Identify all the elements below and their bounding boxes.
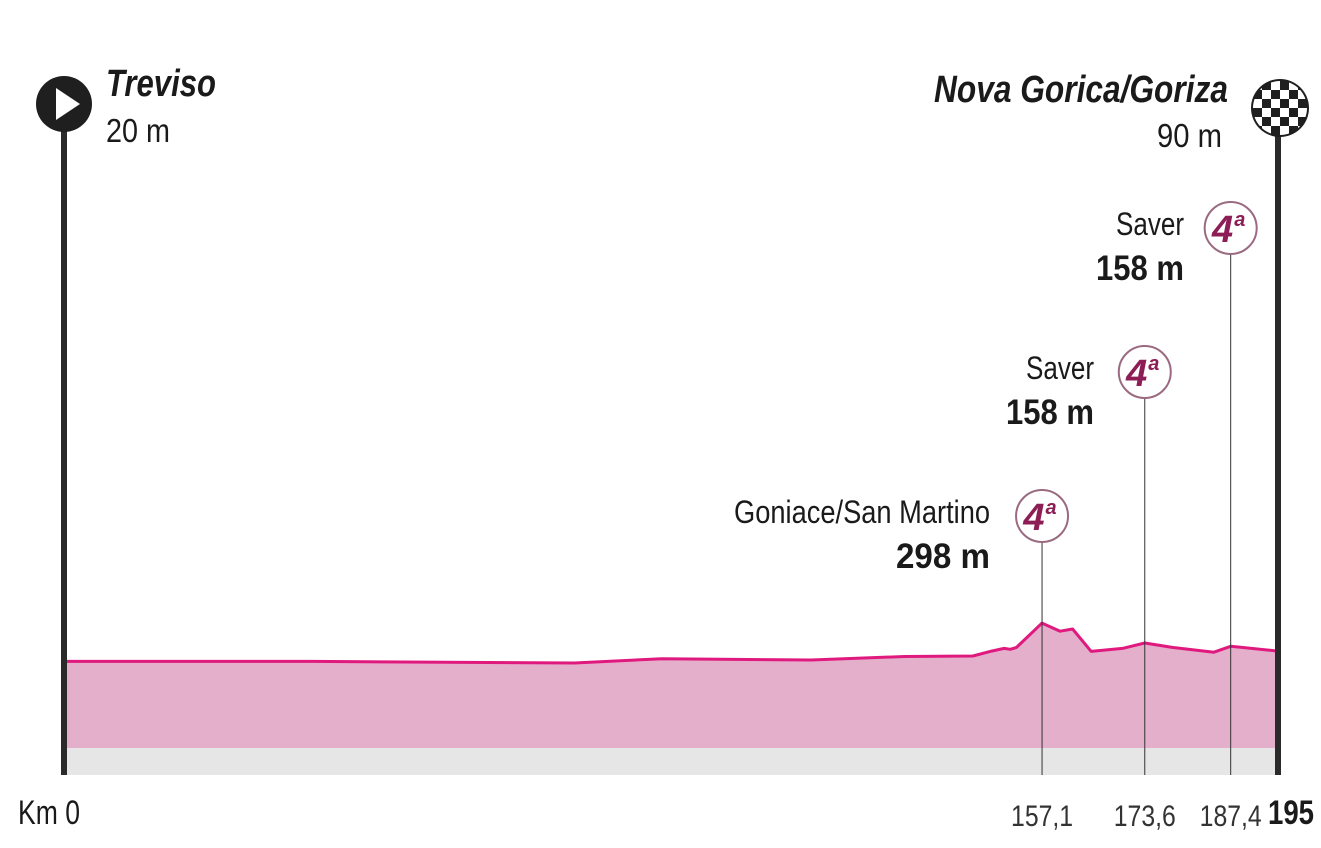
checker-square bbox=[1289, 99, 1298, 108]
climb-label-2: Saver 158 m bbox=[1006, 350, 1094, 432]
checker-square bbox=[1262, 81, 1271, 90]
checker-square bbox=[1280, 99, 1289, 108]
checker-square bbox=[1289, 81, 1298, 90]
km-tick-label: 173,6 bbox=[1114, 800, 1176, 833]
checker-square bbox=[1271, 90, 1280, 99]
climb-label-1: Goniace/San Martino 298 m bbox=[734, 494, 990, 576]
checker-square bbox=[1298, 117, 1307, 126]
checker-square bbox=[1271, 99, 1280, 108]
start-name: Treviso bbox=[106, 63, 216, 105]
finish-altitude: 90 m bbox=[1157, 117, 1222, 154]
checker-square bbox=[1262, 90, 1271, 99]
km-end-label: 195 bbox=[1268, 794, 1314, 832]
km-tick-label: 157,1 bbox=[1011, 800, 1073, 833]
profile-area bbox=[64, 623, 1278, 748]
climb-name: Goniace/San Martino bbox=[734, 494, 990, 530]
climb-altitude: 158 m bbox=[1096, 249, 1184, 288]
climb-name: Saver bbox=[1116, 206, 1184, 242]
checker-square bbox=[1280, 117, 1289, 126]
checker-square bbox=[1262, 108, 1271, 117]
checker-square bbox=[1280, 108, 1289, 117]
checker-square bbox=[1298, 99, 1307, 108]
checker-square bbox=[1280, 126, 1289, 135]
start-icon bbox=[36, 76, 92, 132]
checker-square bbox=[1253, 117, 1262, 126]
finish-name: Nova Gorica/Goriza bbox=[934, 69, 1228, 111]
checker-square bbox=[1298, 108, 1307, 117]
checker-square bbox=[1262, 99, 1271, 108]
profile-base-band bbox=[64, 748, 1278, 775]
km-tick-label: 187,4 bbox=[1200, 800, 1262, 833]
checker-square bbox=[1271, 126, 1280, 135]
finish-flag-icon bbox=[1251, 79, 1309, 137]
checker-square bbox=[1253, 108, 1262, 117]
checker-square bbox=[1271, 117, 1280, 126]
checker-square bbox=[1298, 90, 1307, 99]
checker-square bbox=[1289, 108, 1298, 117]
checker-square bbox=[1280, 90, 1289, 99]
climb-altitude: 158 m bbox=[1006, 393, 1094, 432]
checker-square bbox=[1262, 117, 1271, 126]
km-start-label: Km 0 bbox=[18, 794, 80, 832]
checker-square bbox=[1253, 99, 1262, 108]
category-badge bbox=[1203, 201, 1258, 255]
checker-square bbox=[1289, 126, 1298, 135]
climb-label-3: Saver 158 m bbox=[1096, 206, 1184, 288]
checker-square bbox=[1271, 108, 1280, 117]
checker-square bbox=[1289, 90, 1298, 99]
checker-square bbox=[1262, 126, 1271, 135]
km-tick-labels: 157,1 173,6 187,4 bbox=[1011, 800, 1262, 833]
checker-square bbox=[1271, 81, 1280, 90]
checker-square bbox=[1289, 117, 1298, 126]
climb-altitude: 298 m bbox=[896, 537, 990, 576]
start-altitude: 20 m bbox=[106, 112, 170, 149]
checker-square bbox=[1253, 90, 1262, 99]
category-badge bbox=[1117, 345, 1172, 399]
climb-name: Saver bbox=[1026, 350, 1094, 386]
checker-square bbox=[1280, 81, 1289, 90]
category-badge bbox=[1015, 489, 1070, 543]
profile-line bbox=[64, 621, 1279, 665]
